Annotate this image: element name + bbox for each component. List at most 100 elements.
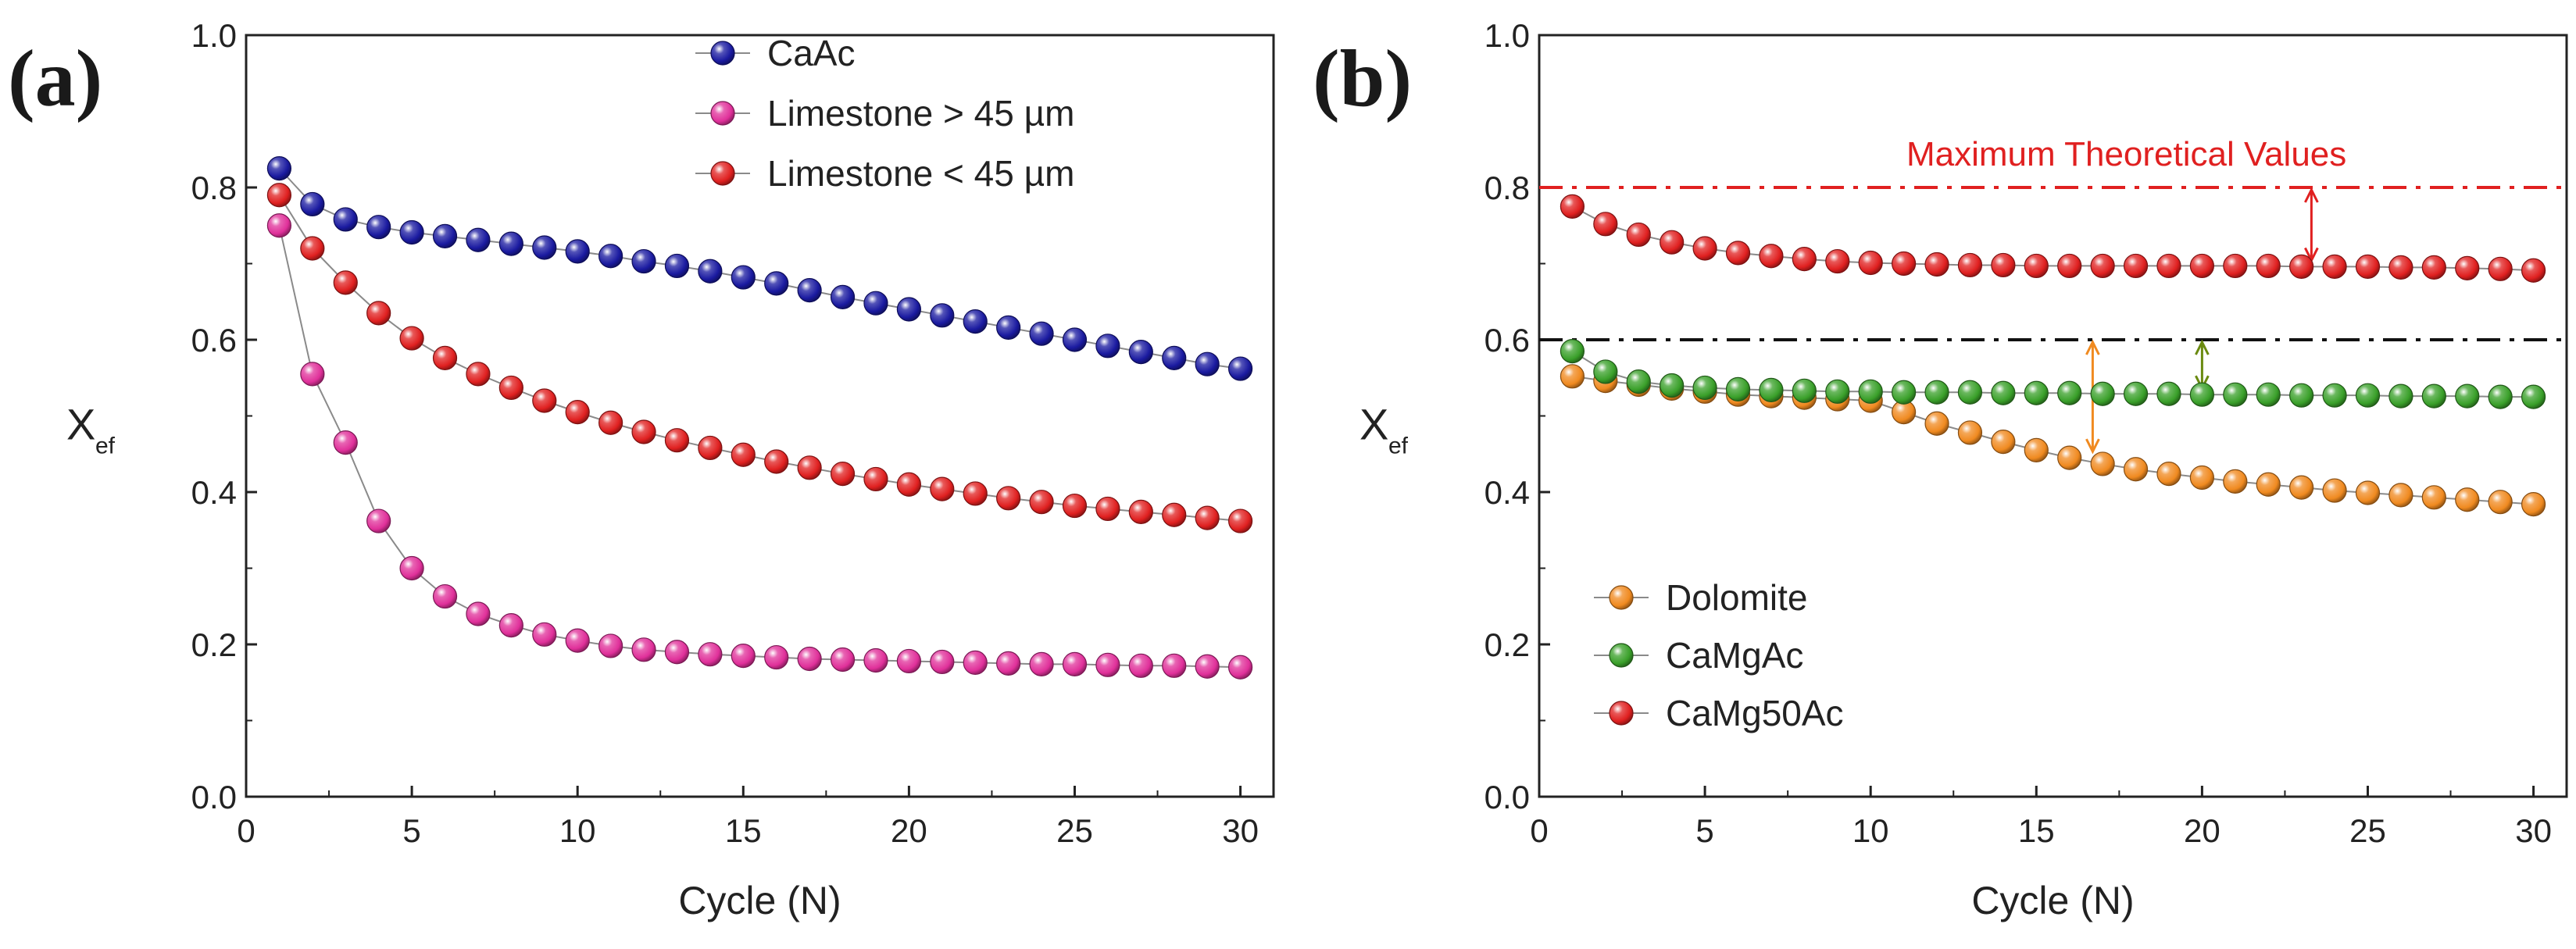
panel-label: (b) <box>1313 34 1412 123</box>
data-point <box>1062 651 1088 676</box>
data-point <box>1227 655 1253 680</box>
x-tick-label: 15 <box>2018 812 2055 849</box>
data-point <box>2355 254 2381 279</box>
data-point <box>2455 255 2480 280</box>
legend: Dolomite CaMgAc CaMg50Ac <box>1594 577 1844 733</box>
series-2 <box>1560 194 2546 283</box>
legend-label: CaMg50Ac <box>1666 693 1844 733</box>
data-point <box>2388 384 2413 408</box>
data-point <box>1692 375 1717 401</box>
y-tick-label: 1.0 <box>1485 17 1530 54</box>
data-point <box>2090 381 2115 406</box>
data-point <box>1162 345 1187 370</box>
x-tick-label: 5 <box>402 812 420 849</box>
data-point <box>399 555 424 581</box>
data-point <box>698 259 723 284</box>
y-tick-label: 0.8 <box>1485 169 1530 206</box>
data-point <box>863 648 888 673</box>
data-point <box>2455 487 2480 512</box>
legend: CaAc Limestone > 45 µm Limestone < 45 µm <box>695 33 1074 194</box>
data-point <box>963 650 988 676</box>
data-point <box>266 156 292 181</box>
data-point <box>2488 256 2513 281</box>
data-point <box>1825 379 1850 404</box>
legend-label: Dolomite <box>1666 577 1808 618</box>
data-point <box>2355 480 2381 505</box>
data-point <box>1029 490 1054 515</box>
data-point <box>2189 382 2214 407</box>
axes-frame <box>245 34 1275 798</box>
data-point <box>2488 490 2513 515</box>
data-point <box>764 271 789 296</box>
data-point <box>963 481 988 506</box>
data-point <box>1892 251 1917 276</box>
data-point <box>598 244 623 269</box>
data-point <box>664 640 690 665</box>
data-point <box>1062 327 1088 352</box>
annotation-max-theoretical: Maximum Theoretical Values <box>1906 135 2346 173</box>
data-point <box>2521 384 2546 409</box>
data-point <box>1692 236 1717 261</box>
data-point <box>631 248 656 274</box>
x-tick-label: 30 <box>1222 812 1259 849</box>
data-point <box>466 601 491 626</box>
data-point <box>1858 250 1883 276</box>
data-point <box>498 231 523 256</box>
data-point <box>1626 222 1651 248</box>
data-point <box>1957 420 1983 445</box>
data-point <box>2090 451 2115 476</box>
data-point <box>1095 334 1120 359</box>
x-tick-label: 25 <box>2349 812 2386 849</box>
data-point <box>399 326 424 351</box>
data-point <box>2521 491 2546 517</box>
y-axis-title-subscript: ef <box>95 433 116 459</box>
data-point <box>664 253 690 279</box>
data-point <box>1227 508 1253 533</box>
x-tick-label: 0 <box>1530 812 1548 849</box>
data-point <box>498 375 523 401</box>
legend-marker <box>710 41 735 66</box>
data-point <box>532 235 557 260</box>
data-point <box>830 461 856 487</box>
data-point <box>1128 340 1153 365</box>
y-axis-title: X <box>66 400 95 449</box>
data-point <box>2090 253 2115 279</box>
data-point <box>1062 493 1088 519</box>
data-point <box>300 362 325 387</box>
data-point <box>2289 383 2314 408</box>
data-point <box>2024 380 2049 405</box>
legend-marker <box>1609 643 1634 668</box>
data-point <box>1626 369 1651 394</box>
data-point <box>366 301 391 326</box>
data-point <box>532 388 557 413</box>
data-point <box>1128 653 1153 678</box>
data-point <box>2057 445 2082 470</box>
data-point <box>996 486 1021 511</box>
legend-label: Limestone > 45 µm <box>767 93 1074 134</box>
panel-label: (a) <box>8 34 102 123</box>
data-point <box>1957 252 1983 278</box>
data-point <box>1991 430 2016 455</box>
data-point <box>1195 351 1220 376</box>
data-point <box>300 191 325 217</box>
data-point <box>2256 472 2281 497</box>
series-2 <box>266 183 1253 533</box>
data-point <box>333 430 358 455</box>
data-point <box>565 400 590 425</box>
data-point <box>1792 247 1817 272</box>
data-point <box>2421 384 2446 408</box>
data-point <box>731 442 756 467</box>
data-point <box>333 270 358 295</box>
data-point <box>2322 254 2347 279</box>
x-tick-label: 25 <box>1056 812 1093 849</box>
data-point <box>1095 652 1120 677</box>
data-point <box>333 207 358 232</box>
data-point <box>2421 255 2446 280</box>
data-point <box>2024 253 2049 279</box>
data-point <box>2223 253 2248 279</box>
data-point <box>2156 253 2181 279</box>
data-point <box>2123 253 2149 279</box>
data-point <box>466 227 491 252</box>
data-point <box>2256 382 2281 407</box>
data-point <box>2024 437 2049 462</box>
